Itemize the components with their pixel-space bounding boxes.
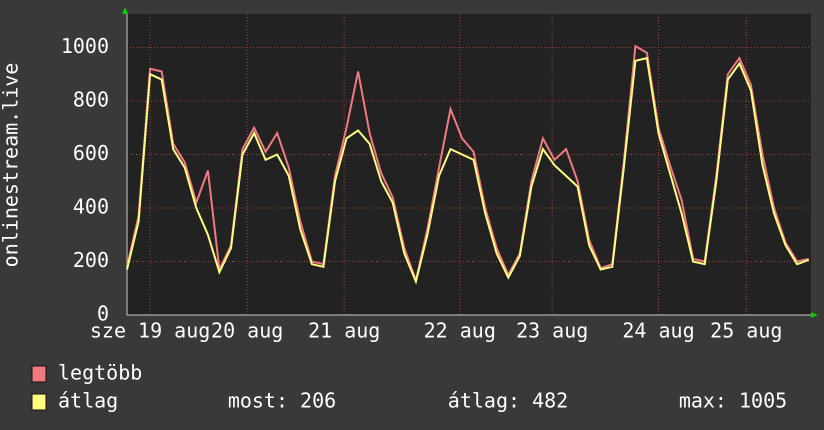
x-tick-label: 23 aug bbox=[516, 319, 588, 343]
x-tick-label: 21 aug bbox=[308, 319, 380, 343]
legend-label: átlag bbox=[58, 389, 118, 413]
y-axis-label: onlinestream.live bbox=[0, 63, 23, 268]
legend-swatch bbox=[31, 393, 47, 411]
y-tick-label: 400 bbox=[73, 194, 109, 218]
y-tick-label: 200 bbox=[73, 248, 109, 272]
y-tick-label: 800 bbox=[73, 87, 109, 111]
axis-arrow bbox=[122, 7, 128, 14]
y-tick-label: 600 bbox=[73, 141, 109, 165]
x-tick-label: 22 aug bbox=[424, 319, 496, 343]
legend-swatch bbox=[31, 365, 47, 383]
plot-area bbox=[127, 14, 811, 315]
y-tick-label: 0 bbox=[97, 302, 109, 326]
series-line bbox=[126, 56, 810, 285]
stat: max: 1005 bbox=[679, 389, 787, 413]
x-tick-label: sze 19 aug bbox=[90, 319, 210, 343]
x-tick-label: 25 aug bbox=[710, 319, 782, 343]
stat: most: 206 bbox=[228, 389, 336, 413]
legend-label: legtöbb bbox=[58, 361, 142, 385]
x-tick-label: 24 aug bbox=[622, 319, 694, 343]
axis-arrow bbox=[811, 312, 818, 318]
y-tick-label: 1000 bbox=[61, 34, 109, 58]
stat: átlag: 482 bbox=[448, 389, 568, 413]
x-tick-label: 20 aug bbox=[211, 319, 283, 343]
